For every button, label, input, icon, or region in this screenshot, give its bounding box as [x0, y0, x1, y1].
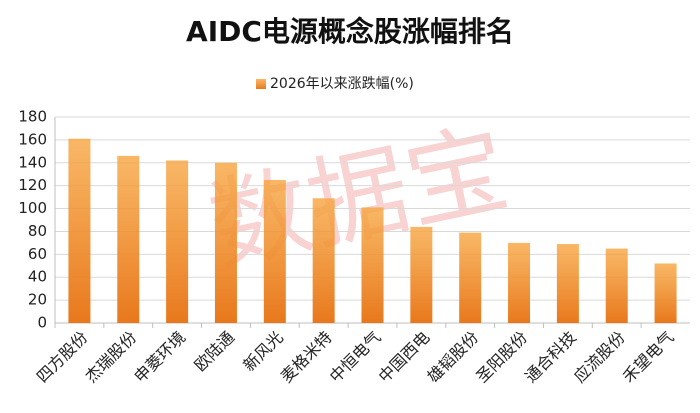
bar [556, 244, 579, 323]
x-tick-label: 中恒电气 [326, 328, 385, 387]
chart-title: AIDC电源概念股涨幅排名 [186, 15, 514, 48]
legend-swatch [256, 79, 266, 89]
y-tick-label: 20 [28, 291, 47, 309]
x-tick-label: 通合科技 [521, 328, 580, 387]
bar [654, 263, 677, 323]
y-tick-label: 0 [37, 314, 47, 332]
bar [459, 232, 482, 323]
legend-label: 2026年以来涨跌幅(%) [270, 76, 414, 92]
y-tick-label: 180 [18, 108, 47, 126]
bar [312, 198, 335, 323]
y-tick-label: 60 [28, 245, 47, 263]
bar [166, 160, 189, 323]
bar [410, 226, 433, 323]
bar [214, 162, 237, 323]
x-tick-label: 应流股份 [570, 328, 629, 387]
x-tick-label: 禾望电气 [619, 328, 678, 387]
y-tick-label: 160 [18, 130, 47, 148]
bar [68, 138, 91, 323]
y-tick-label: 80 [28, 222, 47, 240]
bar [508, 242, 531, 323]
bar [117, 155, 140, 323]
y-tick-label: 100 [18, 199, 47, 217]
x-tick-label: 圣阳股份 [472, 328, 531, 387]
bar [605, 248, 628, 323]
y-tick-label: 40 [28, 268, 47, 286]
bar [263, 179, 286, 323]
x-tick-label: 新风光 [239, 328, 286, 375]
x-tick-label: 中国西电 [375, 328, 434, 387]
x-tick-label: 欧陆通 [191, 328, 238, 375]
x-tick-label: 雄韬股份 [424, 328, 483, 387]
x-tick-label: 杰瑞股份 [82, 328, 141, 387]
y-tick-label: 140 [18, 153, 47, 171]
x-tick-label: 四方股份 [33, 328, 92, 387]
bar [361, 207, 384, 323]
y-tick-label: 120 [18, 176, 47, 194]
x-tick-label: 麦格米特 [277, 328, 336, 387]
x-tick-label: 申菱环境 [130, 328, 189, 387]
